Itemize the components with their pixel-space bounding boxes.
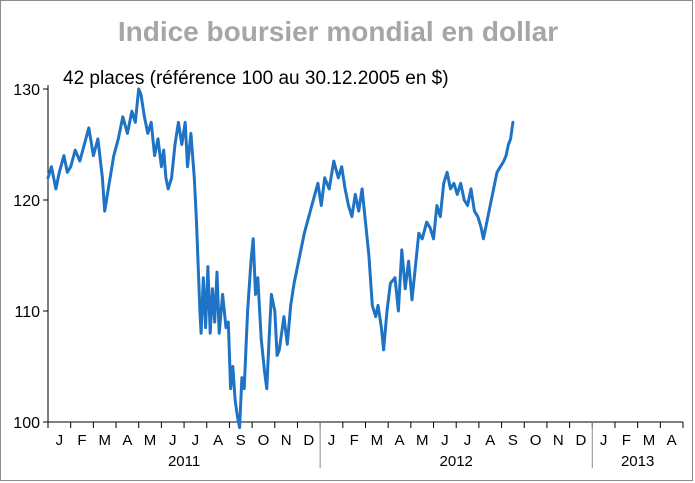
year-label: 2013 xyxy=(621,453,654,470)
month-tick-label: J xyxy=(328,432,336,449)
month-tick-label: F xyxy=(622,432,631,449)
month-tick-label: A xyxy=(395,432,405,449)
month-tick-label: D xyxy=(576,432,587,449)
month-tick-label: M xyxy=(144,432,157,449)
axes xyxy=(43,85,684,468)
series-line xyxy=(46,87,515,430)
chart-title: Indice boursier mondial en dollar xyxy=(118,16,558,47)
month-tick-label: F xyxy=(350,432,359,449)
month-tick-label: F xyxy=(77,432,86,449)
month-tick-label: M xyxy=(416,432,429,449)
month-tick-label: S xyxy=(508,432,518,449)
year-labels: 2011 2012 2013 xyxy=(168,453,654,470)
month-tick-label: J xyxy=(169,432,177,449)
month-tick-label: M xyxy=(371,432,384,449)
month-tick-label: O xyxy=(530,432,542,449)
y-tick-label: 120 xyxy=(13,193,40,210)
month-tick-label: J xyxy=(464,432,472,449)
month-tick-label: J xyxy=(441,432,449,449)
month-tick-label: J xyxy=(56,432,64,449)
month-tick-label: N xyxy=(281,432,292,449)
month-tick-label: A xyxy=(485,432,495,449)
month-tick-label: A xyxy=(213,432,223,449)
y-tick-label: 130 xyxy=(13,82,40,99)
month-tick-label: J xyxy=(600,432,608,449)
month-tick-label: O xyxy=(258,432,270,449)
month-tick-label: M xyxy=(98,432,111,449)
series-group xyxy=(46,87,515,430)
month-tick-label: D xyxy=(303,432,314,449)
chart-subtitle: 42 places (référence 100 au 30.12.2005 e… xyxy=(63,68,449,89)
year-label: 2012 xyxy=(440,453,473,470)
month-tick-label: A xyxy=(122,432,132,449)
month-tick-label: J xyxy=(192,432,200,449)
y-tick-labels: 100 110 120 130 xyxy=(13,82,40,432)
month-tick-label: A xyxy=(667,432,677,449)
month-tick-label: N xyxy=(553,432,564,449)
year-label: 2011 xyxy=(168,453,200,470)
y-tick-label: 100 xyxy=(13,415,40,432)
month-tick-label: M xyxy=(643,432,656,449)
y-tick-label: 110 xyxy=(14,304,40,321)
month-tick-label: S xyxy=(236,432,246,449)
